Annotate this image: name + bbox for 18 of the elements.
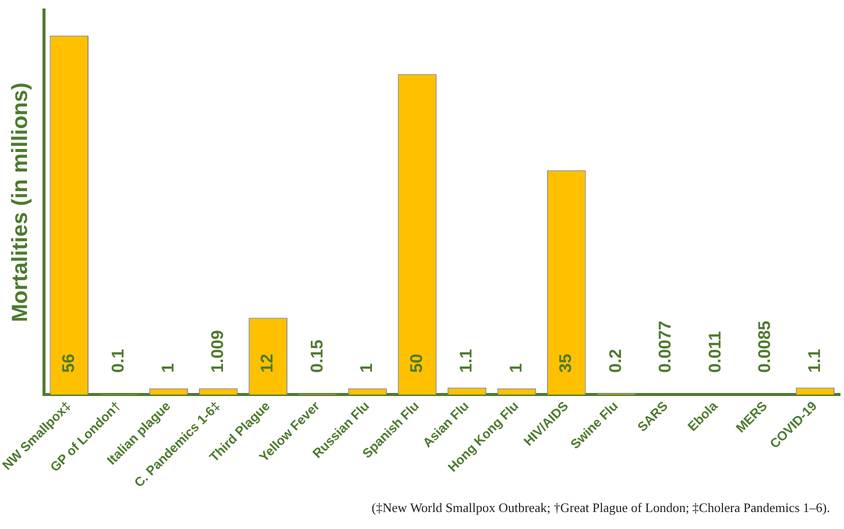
data-label: 1.1 (456, 349, 476, 373)
data-label: 0.2 (606, 349, 625, 373)
data-label: 1 (158, 363, 178, 373)
data-label: 0.15 (307, 340, 326, 373)
data-label: 0.1 (108, 349, 128, 373)
data-label: 1.1 (804, 349, 824, 373)
data-label: 56 (58, 354, 78, 373)
data-label: 0.011 (705, 331, 724, 373)
y-axis-title: Mortalities (in millions) (7, 82, 32, 322)
data-label: 50 (406, 354, 426, 373)
text: (‡New World Smallpox Outbreak; †Great Plague of London; ‡Cholera Pandemics 1–6). (370, 500, 830, 516)
data-label: 0.0085 (755, 320, 774, 373)
data-label: 1.009 (208, 330, 228, 373)
data-label: 12 (258, 354, 277, 373)
data-label: 0.0077 (656, 320, 675, 373)
data-label: 1 (357, 363, 376, 373)
data-label: 35 (556, 354, 576, 373)
data-label: 1 (506, 363, 526, 373)
